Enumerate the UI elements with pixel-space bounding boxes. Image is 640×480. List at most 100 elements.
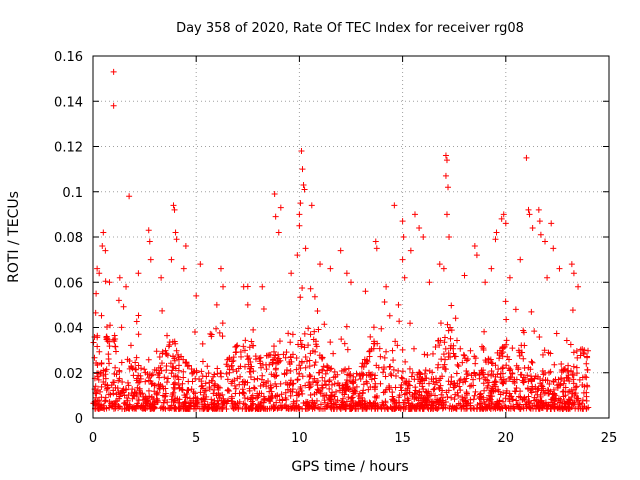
data-point [311, 404, 318, 411]
data-point [276, 338, 283, 345]
data-point [418, 392, 425, 399]
data-point [199, 382, 206, 389]
data-point [331, 380, 338, 387]
data-point [388, 372, 395, 379]
data-point [261, 396, 268, 403]
data-point [537, 375, 544, 382]
data-point [519, 396, 526, 403]
data-point [176, 384, 183, 391]
data-point [171, 386, 178, 393]
data-point [403, 378, 410, 385]
data-point [236, 390, 243, 397]
data-point [452, 315, 459, 322]
data-point [307, 285, 314, 292]
data-point [106, 404, 113, 411]
data-point [433, 404, 440, 411]
data-point [257, 354, 264, 361]
data-point [471, 392, 478, 399]
data-point [395, 394, 402, 401]
data-point [175, 376, 182, 383]
data-point [356, 390, 363, 397]
data-point [512, 306, 519, 313]
data-point [367, 400, 374, 407]
data-point [424, 352, 431, 359]
data-point [129, 386, 136, 393]
data-point [229, 378, 236, 385]
data-point [477, 400, 484, 407]
data-point [523, 405, 530, 412]
data-point [503, 316, 510, 323]
data-point [298, 358, 305, 365]
data-point [145, 377, 152, 384]
data-point [511, 379, 518, 386]
data-point [153, 395, 160, 402]
data-point [274, 392, 281, 399]
data-point [526, 211, 533, 218]
data-point [294, 252, 301, 259]
data-point [218, 405, 225, 412]
data-point [550, 378, 557, 385]
data-point [528, 377, 535, 384]
data-point [146, 393, 153, 400]
data-point [399, 256, 406, 263]
data-point [571, 399, 578, 406]
data-point [133, 318, 140, 325]
data-point [378, 325, 385, 332]
data-point [556, 265, 563, 272]
data-point [136, 389, 143, 396]
data-point [460, 402, 467, 409]
data-point [235, 365, 242, 372]
data-point [467, 347, 474, 354]
data-point [163, 379, 170, 386]
data-point [183, 359, 190, 366]
data-point [287, 392, 294, 399]
data-point [311, 362, 318, 369]
data-point [495, 366, 502, 373]
data-point [112, 403, 119, 410]
data-point [94, 334, 101, 341]
data-point [327, 339, 334, 346]
data-point [234, 400, 241, 407]
data-point [533, 403, 540, 410]
data-point [202, 380, 209, 387]
data-point [102, 381, 109, 388]
data-point [107, 322, 114, 329]
data-point [263, 366, 270, 373]
data-point [329, 389, 336, 396]
data-point [155, 381, 162, 388]
data-point [525, 393, 532, 400]
data-point [102, 278, 109, 285]
data-point [504, 353, 511, 360]
data-point [232, 385, 239, 392]
data-point [297, 294, 304, 301]
data-point [137, 372, 144, 379]
data-point [168, 256, 175, 263]
data-point [455, 392, 462, 399]
data-point [232, 343, 239, 350]
data-point [303, 358, 310, 365]
data-point [94, 343, 101, 350]
data-point [499, 345, 506, 352]
data-point [331, 393, 338, 400]
data-point [190, 405, 197, 412]
data-point [311, 293, 318, 300]
data-point [220, 283, 227, 290]
data-point [547, 350, 554, 357]
data-point [258, 376, 265, 383]
data-point [313, 379, 320, 386]
data-point [167, 404, 174, 411]
data-point [321, 405, 328, 412]
data-point [324, 402, 331, 409]
data-point [242, 337, 249, 344]
data-point [432, 343, 439, 350]
data-point [439, 394, 446, 401]
data-point [490, 371, 497, 378]
data-point [523, 154, 530, 161]
data-point [531, 397, 538, 404]
data-point [314, 307, 321, 314]
data-point [569, 371, 576, 378]
data-point [301, 186, 308, 193]
data-point [371, 405, 378, 412]
data-point [163, 351, 170, 358]
data-point [390, 357, 397, 364]
